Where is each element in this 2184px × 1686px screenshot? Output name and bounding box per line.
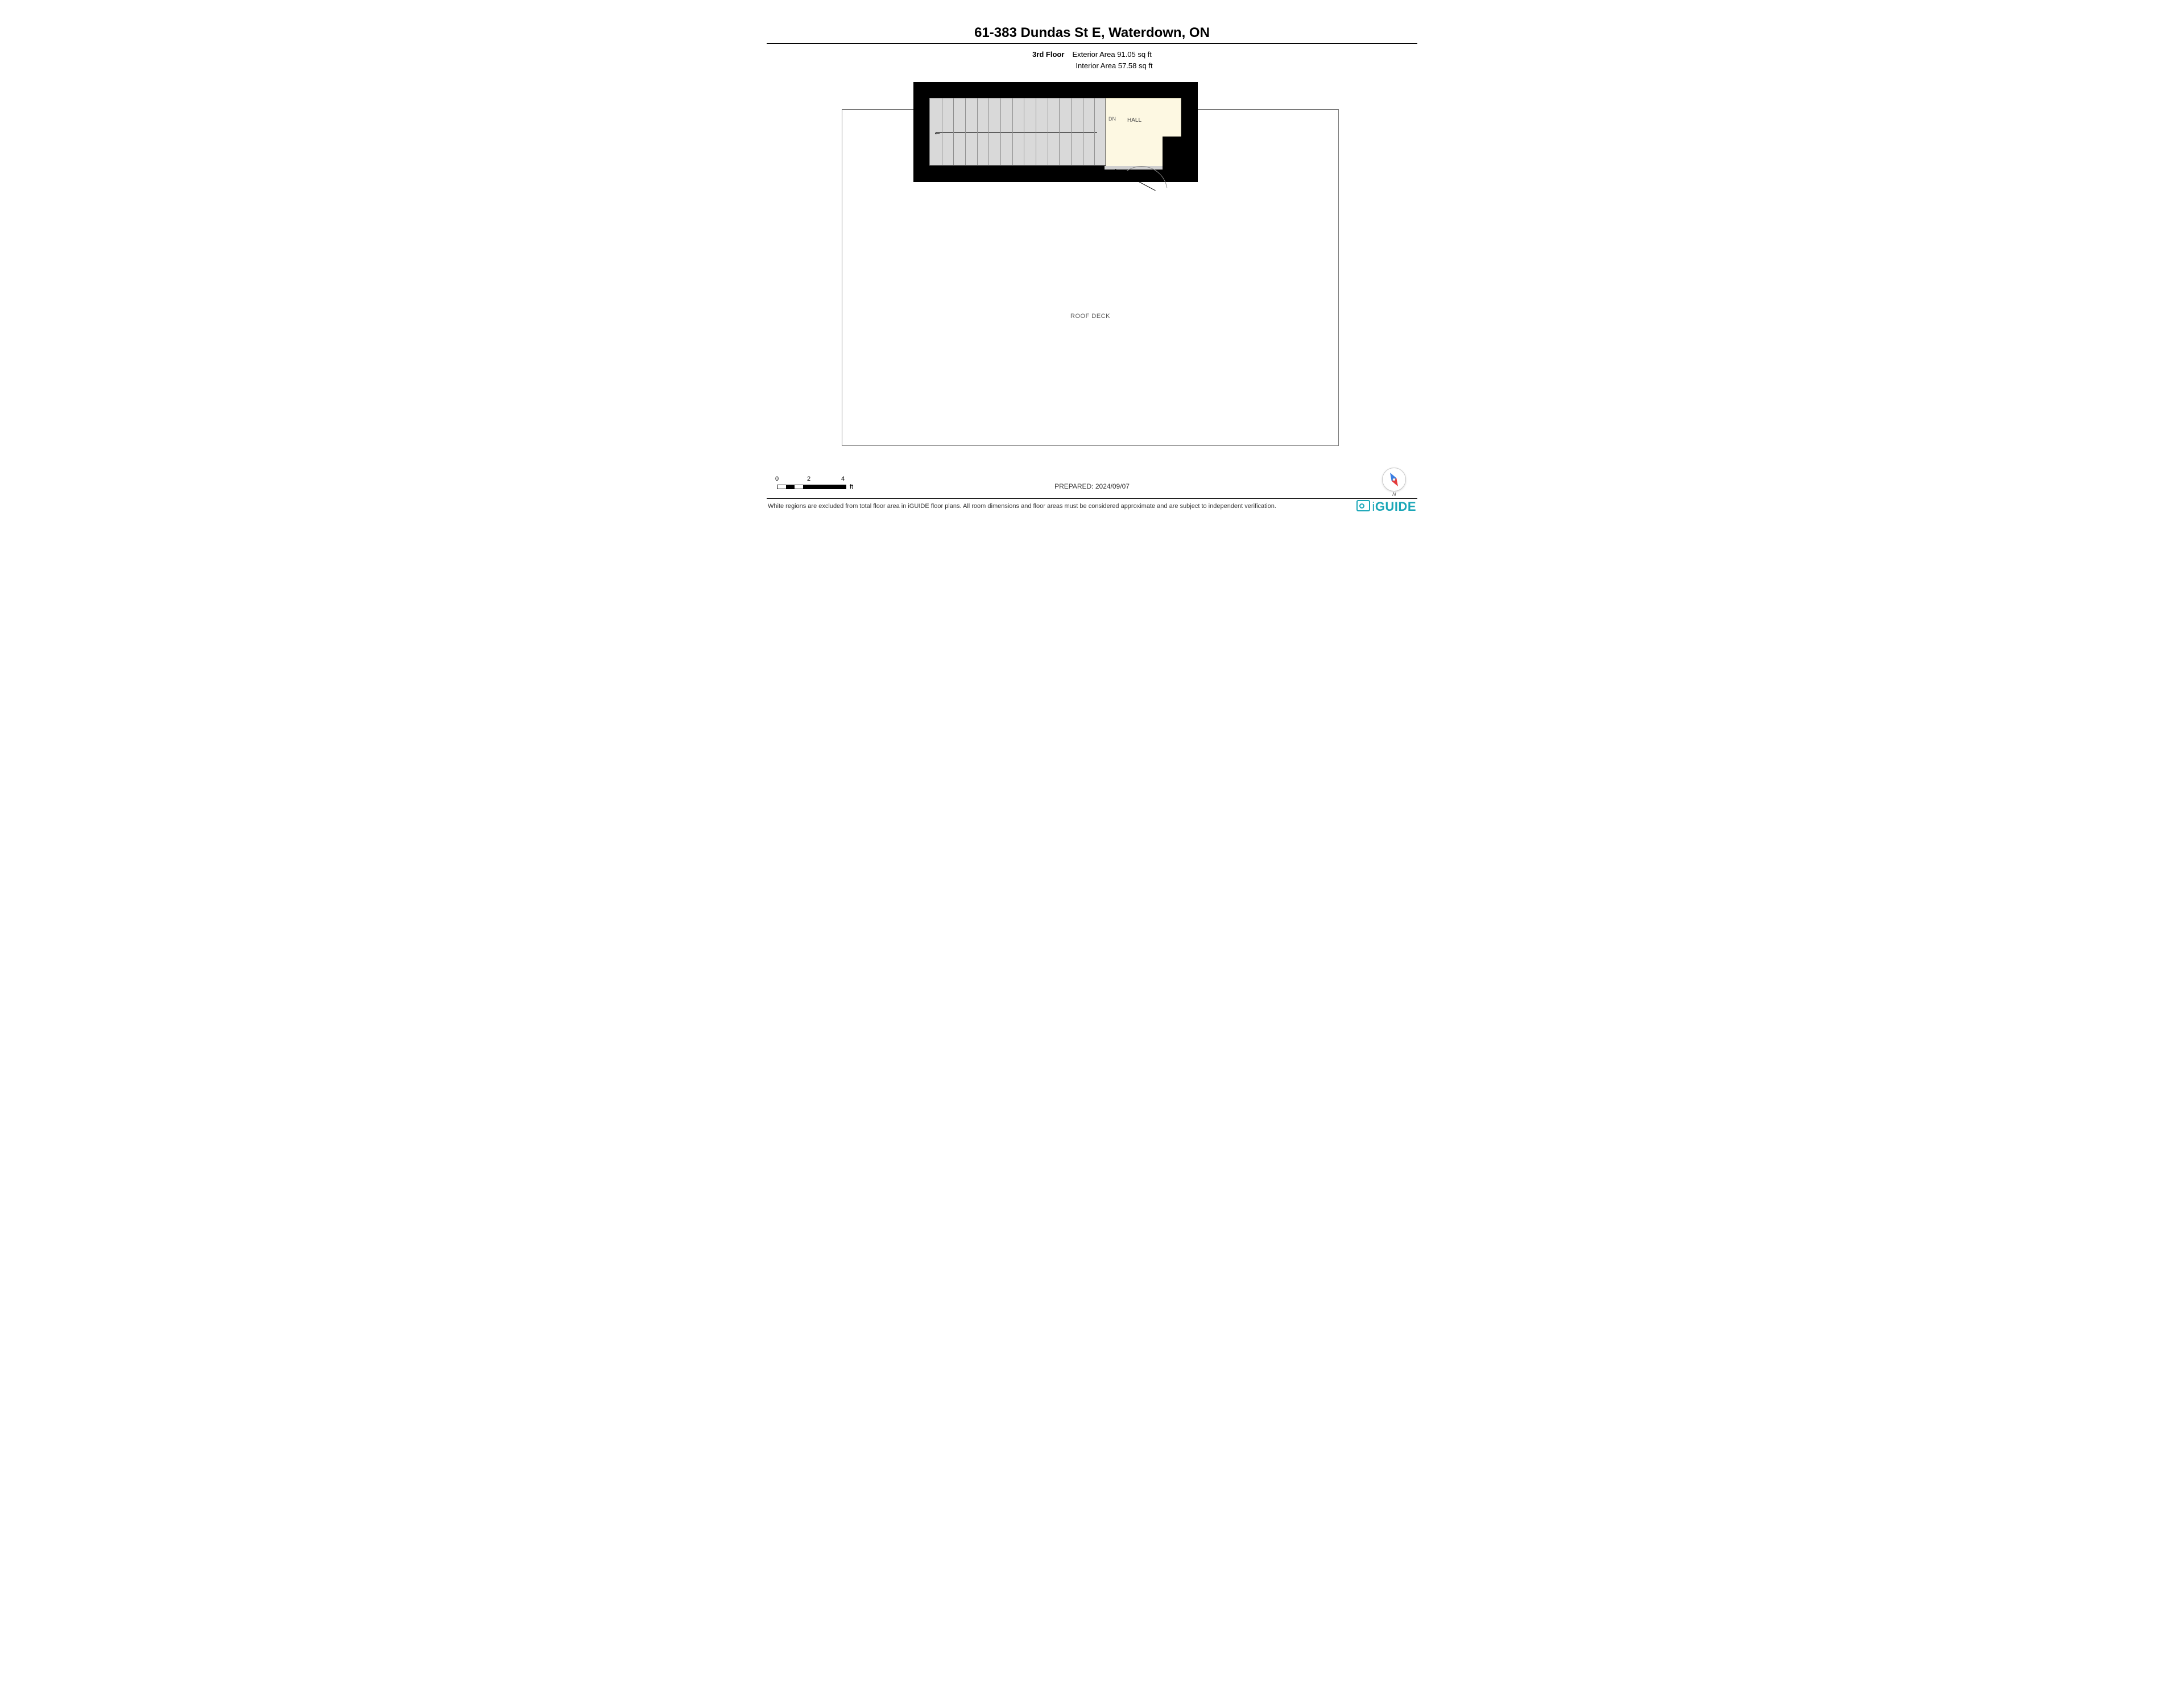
floorplan-page: 61-383 Dundas St E, Waterdown, ON 3rd Fl… — [739, 0, 1445, 544]
stair-tread — [1012, 98, 1013, 165]
compass-needle — [1383, 468, 1405, 491]
roof-deck-label: ROOF DECK — [842, 313, 1339, 320]
prepared-date: PREPARED: 2024/09/07 — [739, 482, 1445, 490]
scale-tick-label: 4 — [841, 476, 845, 482]
stair-direction-line — [936, 132, 1097, 133]
stair-tread — [1094, 98, 1095, 165]
stair-tread — [1059, 98, 1060, 165]
divider-top — [767, 43, 1417, 44]
disclaimer-text: White regions are excluded from total fl… — [768, 503, 1276, 510]
scale-tick-label: 0 — [775, 476, 779, 482]
divider-bottom — [767, 498, 1417, 499]
stair-tread — [965, 98, 966, 165]
floor-info: 3rd Floor Exterior Area 91.05 sq ft Inter… — [739, 49, 1445, 72]
floor-label: 3rd Floor — [1032, 50, 1064, 59]
stair-tread — [1071, 98, 1072, 165]
iguide-logo-icon — [1356, 500, 1370, 511]
iguide-logo-text: GUIDE — [1375, 499, 1416, 514]
scale-tick-label: 2 — [807, 476, 810, 482]
hall-label: HALL — [1127, 117, 1141, 123]
compass-n-label: N — [1392, 491, 1396, 497]
stair-tread — [953, 98, 954, 165]
hall-notch — [1163, 137, 1182, 168]
interior-area: Interior Area 57.58 sq ft — [784, 60, 1445, 72]
stair-tread — [1000, 98, 1001, 165]
page-title: 61-383 Dundas St E, Waterdown, ON — [739, 25, 1445, 41]
staircase: ← — [929, 98, 1106, 166]
stair-tread — [977, 98, 978, 165]
stair-tread — [988, 98, 989, 165]
dn-label: DN — [1108, 116, 1116, 122]
exterior-area: Exterior Area 91.05 sq ft — [1072, 50, 1151, 59]
iguide-logo: iGUIDE — [1356, 499, 1416, 514]
floorplan-canvas: ROOF DECK ← HALL DN — [842, 96, 1339, 446]
compass-icon: N — [1382, 468, 1405, 490]
stair-arrowhead-icon: ← — [933, 129, 941, 135]
stair-enclosure: ← HALL DN — [913, 82, 1198, 182]
compass-ring — [1382, 468, 1406, 491]
